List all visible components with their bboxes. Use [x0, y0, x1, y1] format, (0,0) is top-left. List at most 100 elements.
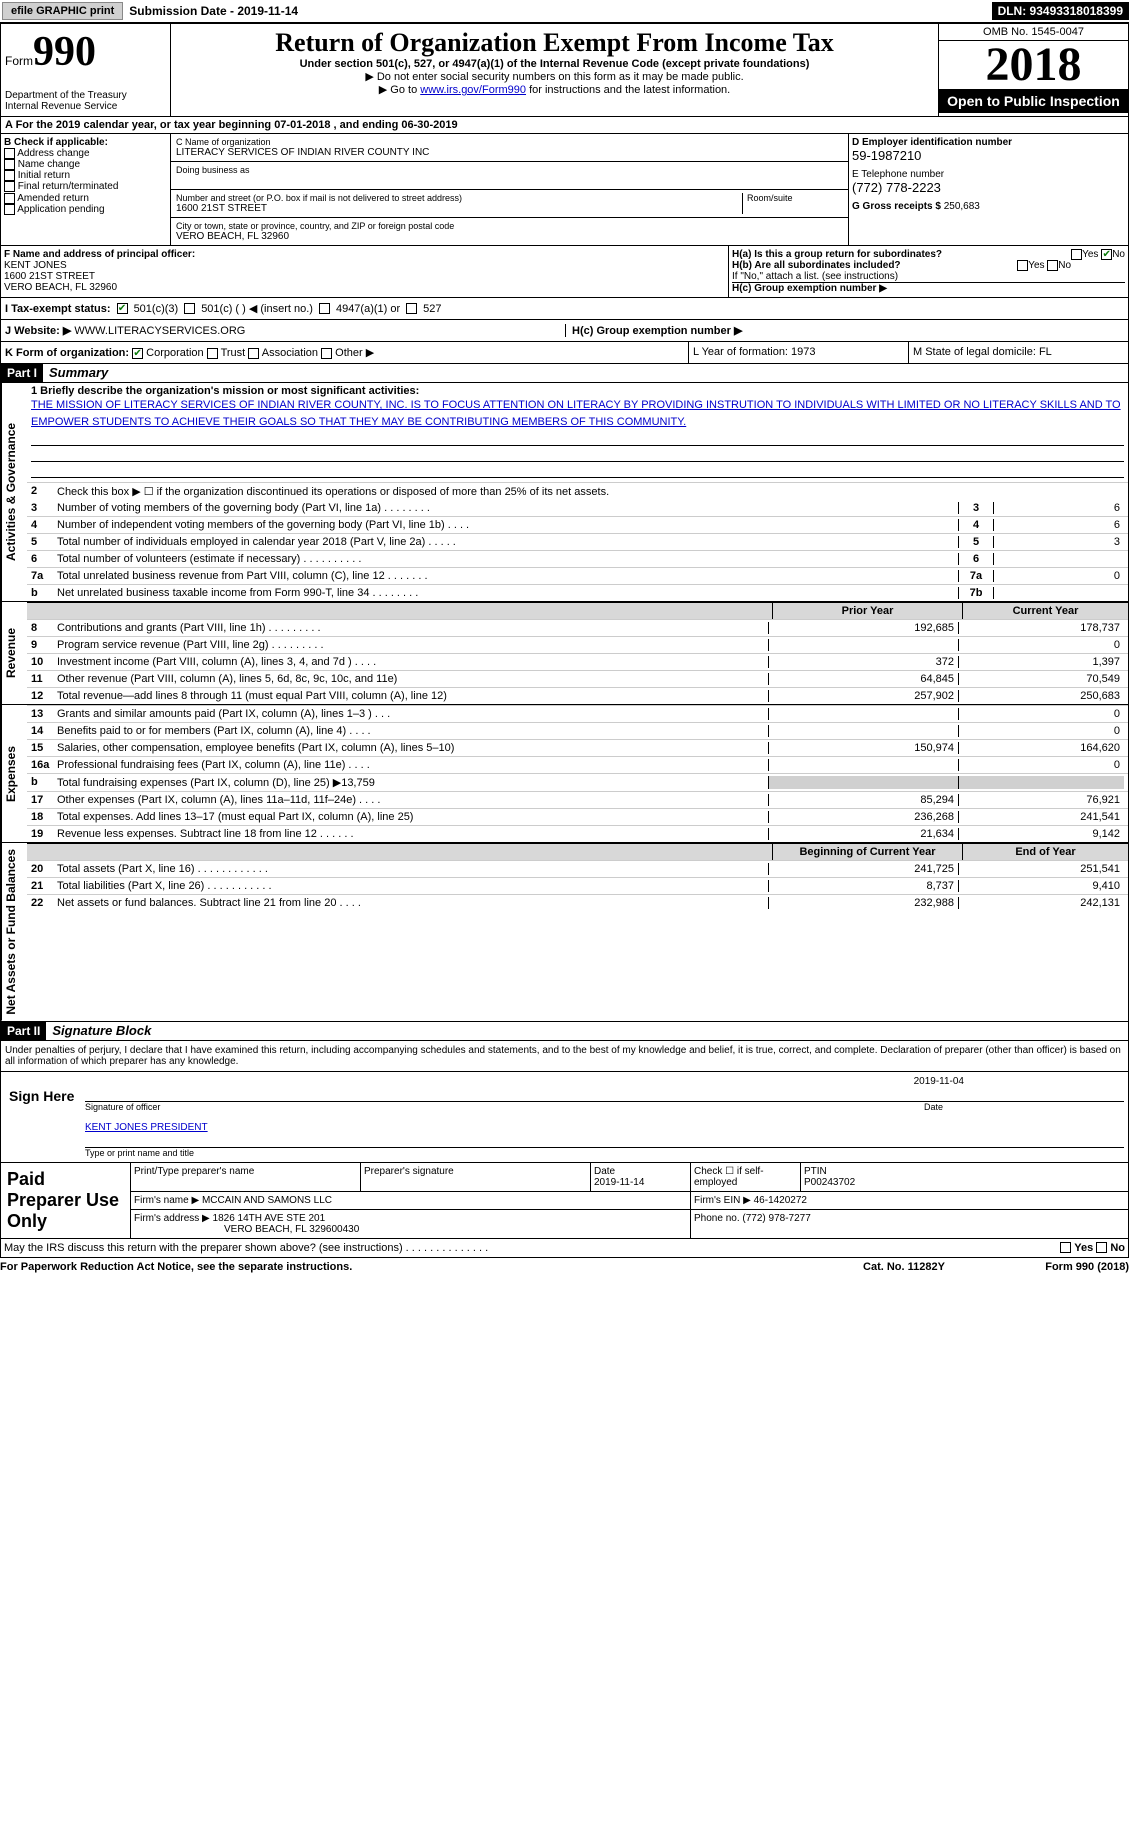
part1-header: Part ISummary — [0, 364, 1129, 383]
discuss-yes-checkbox[interactable] — [1060, 1242, 1071, 1253]
line-15: 15Salaries, other compensation, employee… — [27, 739, 1128, 756]
firm-address2: VERO BEACH, FL 329600430 — [224, 1224, 359, 1235]
revenue-label: Revenue — [1, 602, 27, 704]
street-address: 1600 21ST STREET — [176, 203, 742, 214]
gross-receipts-value: 250,683 — [944, 201, 980, 212]
subs-yes-checkbox[interactable] — [1017, 260, 1028, 271]
revenue-section: Revenue Prior YearCurrent Year 8Contribu… — [0, 602, 1129, 705]
city-state-zip: VERO BEACH, FL 32960 — [176, 231, 843, 242]
preparer-date: 2019-11-14 — [594, 1177, 644, 1188]
sign-date: 2019-11-04 — [914, 1076, 964, 1087]
line-6: 6Total number of volunteers (estimate if… — [27, 550, 1128, 567]
block-fh: F Name and address of principal officer:… — [0, 246, 1129, 298]
perjury-text: Under penalties of perjury, I declare th… — [0, 1041, 1129, 1072]
block-c: C Name of organizationLITERACY SERVICES … — [171, 134, 848, 245]
state-domicile: M State of legal domicile: FL — [908, 342, 1128, 363]
catalog-number: Cat. No. 11282Y — [829, 1261, 979, 1273]
submission-date: Submission Date - 2019-11-14 — [125, 2, 302, 20]
firm-phone: (772) 978-7277 — [742, 1213, 810, 1224]
page: efile GRAPHIC print Submission Date - 20… — [0, 0, 1129, 1276]
line-13: 13Grants and similar amounts paid (Part … — [27, 705, 1128, 722]
group-return-yes-checkbox[interactable] — [1071, 249, 1082, 260]
expenses-section: Expenses 13Grants and similar amounts pa… — [0, 705, 1129, 843]
line-4: 4Number of independent voting members of… — [27, 516, 1128, 533]
501c3-checkbox[interactable] — [117, 303, 128, 314]
line-14: 14Benefits paid to or for members (Part … — [27, 722, 1128, 739]
group-return-no-checkbox[interactable] — [1101, 249, 1112, 260]
4947-checkbox[interactable] — [319, 303, 330, 314]
part2-header: Part IISignature Block — [0, 1022, 1129, 1041]
final-return-checkbox[interactable] — [4, 181, 15, 192]
org-name: LITERACY SERVICES OF INDIAN RIVER COUNTY… — [176, 147, 843, 158]
association-checkbox[interactable] — [248, 348, 259, 359]
row-i-tax-status: I Tax-exempt status: 501(c)(3) 501(c) ( … — [0, 298, 1129, 320]
line-9: 9Program service revenue (Part VIII, lin… — [27, 636, 1128, 653]
net-assets-label: Net Assets or Fund Balances — [1, 843, 27, 1021]
block-bcde: B Check if applicable: Address change Na… — [0, 134, 1129, 246]
discuss-no-checkbox[interactable] — [1096, 1242, 1107, 1253]
block-b: B Check if applicable: Address change Na… — [1, 134, 171, 245]
line-11: 11Other revenue (Part VIII, column (A), … — [27, 670, 1128, 687]
trust-checkbox[interactable] — [207, 348, 218, 359]
name-change-checkbox[interactable] — [4, 159, 15, 170]
form-footer-label: Form 990 (2018) — [979, 1261, 1129, 1273]
instructions-link[interactable]: www.irs.gov/Form990 — [420, 84, 526, 96]
telephone-value: (772) 778-2223 — [852, 180, 941, 195]
form-subtitle: Under section 501(c), 527, or 4947(a)(1)… — [175, 58, 934, 70]
ptin-value: P00243702 — [804, 1177, 855, 1188]
expenses-label: Expenses — [1, 705, 27, 842]
line-3: 3Number of voting members of the governi… — [27, 500, 1128, 516]
paid-preparer-block: Paid Preparer Use Only Print/Type prepar… — [0, 1163, 1129, 1239]
line-17: 17Other expenses (Part IX, column (A), l… — [27, 791, 1128, 808]
row-a-period: A For the 2019 calendar year, or tax yea… — [0, 117, 1129, 134]
line-8: 8Contributions and grants (Part VIII, li… — [27, 619, 1128, 636]
line-21: 21Total liabilities (Part X, line 26) . … — [27, 877, 1128, 894]
form-title: Return of Organization Exempt From Incom… — [175, 28, 934, 58]
line-10: 10Investment income (Part VIII, column (… — [27, 653, 1128, 670]
mission-block: 1 Briefly describe the organization's mi… — [27, 383, 1128, 482]
line-16a: 16aProfessional fundraising fees (Part I… — [27, 756, 1128, 773]
line-7a: 7aTotal unrelated business revenue from … — [27, 567, 1128, 584]
footer: For Paperwork Reduction Act Notice, see … — [0, 1258, 1129, 1276]
year-formation: L Year of formation: 1973 — [688, 342, 908, 363]
ein-value: 59-1987210 — [852, 148, 921, 163]
sign-here-block: Sign Here 2019-11-04 Signature of office… — [0, 1072, 1129, 1163]
other-checkbox[interactable] — [321, 348, 332, 359]
open-public-badge: Open to Public Inspection — [939, 89, 1128, 113]
form-note-1: ▶ Do not enter social security numbers o… — [175, 70, 934, 83]
527-checkbox[interactable] — [406, 303, 417, 314]
initial-return-checkbox[interactable] — [4, 170, 15, 181]
firm-ein: 46-1420272 — [754, 1195, 807, 1206]
form-label: Form — [5, 54, 33, 68]
mission-text: THE MISSION OF LITERACY SERVICES OF INDI… — [31, 397, 1124, 430]
efile-print-button[interactable]: efile GRAPHIC print — [2, 2, 123, 20]
row-j-hc: J Website: ▶ WWW.LITERACYSERVICES.ORG H(… — [0, 320, 1129, 342]
governance-label: Activities & Governance — [1, 383, 27, 601]
net-assets-section: Net Assets or Fund Balances Beginning of… — [0, 843, 1129, 1022]
corporation-checkbox[interactable] — [132, 348, 143, 359]
line-5: 5Total number of individuals employed in… — [27, 533, 1128, 550]
block-de: D Employer identification number59-19872… — [848, 134, 1128, 245]
dln-label: DLN: 93493318018399 — [992, 2, 1129, 20]
line-12: 12Total revenue—add lines 8 through 11 (… — [27, 687, 1128, 704]
dept-label: Department of the Treasury Internal Reve… — [5, 90, 166, 112]
line-20: 20Total assets (Part X, line 16) . . . .… — [27, 860, 1128, 877]
officer-name-title: KENT JONES PRESIDENT — [85, 1122, 208, 1133]
firm-address1: 1826 14TH AVE STE 201 — [213, 1213, 326, 1224]
discuss-question: May the IRS discuss this return with the… — [0, 1239, 1129, 1258]
subs-no-checkbox[interactable] — [1047, 260, 1058, 271]
activities-governance-section: Activities & Governance 1 Briefly descri… — [0, 383, 1129, 602]
line-22: 22Net assets or fund balances. Subtract … — [27, 894, 1128, 911]
form-note-2: ▶ Go to www.irs.gov/Form990 for instruct… — [175, 83, 934, 96]
501c-checkbox[interactable] — [184, 303, 195, 314]
address-change-checkbox[interactable] — [4, 148, 15, 159]
line-b: bTotal fundraising expenses (Part IX, co… — [27, 773, 1128, 791]
line-18: 18Total expenses. Add lines 13–17 (must … — [27, 808, 1128, 825]
firm-name: MCCAIN AND SAMONS LLC — [202, 1195, 332, 1206]
application-pending-checkbox[interactable] — [4, 204, 15, 215]
website-value: WWW.LITERACYSERVICES.ORG — [74, 325, 245, 337]
form-header: Form990 Department of the Treasury Inter… — [0, 23, 1129, 117]
line-b: bNet unrelated business taxable income f… — [27, 584, 1128, 601]
line-19: 19Revenue less expenses. Subtract line 1… — [27, 825, 1128, 842]
amended-return-checkbox[interactable] — [4, 193, 15, 204]
